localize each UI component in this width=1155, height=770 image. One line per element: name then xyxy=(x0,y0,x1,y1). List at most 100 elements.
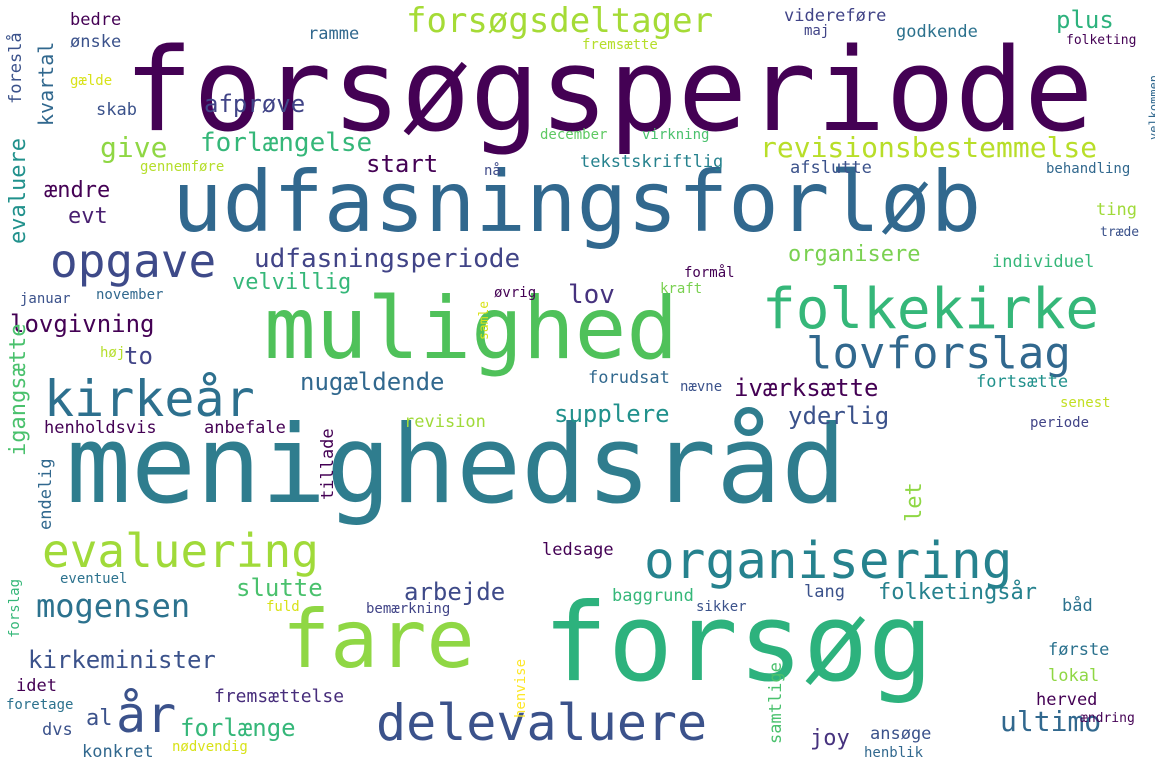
word-vertical: kvartal xyxy=(34,41,58,126)
word: år xyxy=(116,686,177,744)
word: kraft xyxy=(660,281,703,297)
word: nugældende xyxy=(300,368,445,396)
word-vertical: samtlige xyxy=(766,662,786,744)
word: kirkeminister xyxy=(28,646,216,674)
word: individuel xyxy=(992,252,1095,272)
word: træde xyxy=(1100,225,1140,240)
word: maj xyxy=(804,23,830,39)
word: al xyxy=(86,706,113,731)
word: ansøge xyxy=(870,724,932,744)
word: start xyxy=(366,150,439,178)
word: forsøgsperiode xyxy=(124,24,1094,158)
word: ændring xyxy=(1080,711,1135,726)
word: ønske xyxy=(70,32,122,52)
word: lokal xyxy=(1048,666,1100,686)
word: joy xyxy=(810,726,850,751)
word: forlængelse xyxy=(200,128,373,158)
word-vertical: evaluere xyxy=(6,138,31,244)
word: give xyxy=(100,131,168,164)
word: delevaluere xyxy=(376,694,708,752)
word: fremsætte xyxy=(582,37,658,53)
word: forudsat xyxy=(588,368,670,388)
word: evt xyxy=(68,204,108,229)
word: supplere xyxy=(554,400,670,428)
word: slutte xyxy=(236,574,323,602)
word: to xyxy=(124,342,153,370)
word: fuld xyxy=(266,599,300,615)
word: udfasningsforløb xyxy=(172,153,982,251)
word: iværksætte xyxy=(734,374,879,402)
word: idet xyxy=(16,676,57,696)
word: kirkeår xyxy=(44,370,255,428)
word: eventuel xyxy=(60,571,128,587)
word: yderlig xyxy=(788,402,890,430)
word: forsøgsdeltager xyxy=(406,1,714,41)
word: november xyxy=(96,287,164,303)
word: folketing xyxy=(1066,33,1137,48)
word-vertical: let xyxy=(902,482,927,522)
word: behandling xyxy=(1046,161,1131,177)
word: første xyxy=(1048,640,1110,660)
word: lovforslag xyxy=(806,328,1071,379)
word-vertical: tillade xyxy=(318,428,338,500)
word: ting xyxy=(1096,200,1137,220)
word: organisere xyxy=(788,242,921,267)
word: sikker xyxy=(696,599,747,615)
word: høj xyxy=(100,345,126,361)
word-vertical: forslag xyxy=(7,578,23,638)
word-vertical: samle xyxy=(477,300,492,340)
word: arbejde xyxy=(404,578,506,606)
word: mogensen xyxy=(36,587,191,625)
word: båd xyxy=(1062,596,1093,616)
word: folketingsår xyxy=(878,580,1037,605)
word: lov xyxy=(568,280,615,310)
word: bemærkning xyxy=(366,601,451,617)
word: gælde xyxy=(70,73,113,89)
word: plus xyxy=(1056,6,1114,34)
word: forsøg xyxy=(543,581,934,706)
word: konkret xyxy=(82,742,154,762)
word-vertical: velkommen xyxy=(1147,74,1155,140)
word: januar xyxy=(20,291,71,307)
word: lang xyxy=(804,582,845,602)
word: ultimo xyxy=(1000,705,1102,738)
word: nævne xyxy=(680,379,723,395)
word: henholdsvis xyxy=(44,418,157,438)
word: opgave xyxy=(50,234,217,288)
word: fremsættelse xyxy=(214,686,345,707)
word: videreføre xyxy=(784,6,887,26)
word: baggrund xyxy=(612,586,694,606)
word: udfasningsperiode xyxy=(254,244,521,274)
word-vertical: foreslå xyxy=(6,32,26,104)
word: formål xyxy=(684,265,735,281)
word: forlænge xyxy=(180,714,296,742)
word: gennemføre xyxy=(140,159,225,175)
word: senest xyxy=(1060,395,1111,411)
word: herved xyxy=(1036,690,1098,710)
word: ramme xyxy=(308,24,360,44)
word: velvillig xyxy=(232,270,352,295)
word: ledsage xyxy=(542,540,614,560)
word: anbefale xyxy=(204,418,286,438)
word: mulighed xyxy=(264,279,679,379)
word: fare xyxy=(282,593,475,686)
word: revision xyxy=(404,412,486,432)
word: afprøve xyxy=(204,90,306,118)
word: nå xyxy=(484,163,501,179)
word: henblik xyxy=(864,745,924,761)
word: ændre xyxy=(44,178,111,203)
word: december xyxy=(540,127,608,143)
word-vertical: henvise xyxy=(513,658,529,718)
word: foretage xyxy=(6,697,74,713)
word: folkekirke xyxy=(762,277,1100,342)
word-vertical: endelig xyxy=(36,458,56,530)
word: virkning xyxy=(642,127,710,143)
word: evaluering xyxy=(42,524,319,578)
word: godkende xyxy=(896,22,978,42)
word: øvrig xyxy=(494,285,537,301)
word: periode xyxy=(1030,415,1090,431)
word: organisering xyxy=(644,532,1013,591)
word-vertical: igangsætte xyxy=(6,323,31,456)
word: skab xyxy=(96,100,137,120)
